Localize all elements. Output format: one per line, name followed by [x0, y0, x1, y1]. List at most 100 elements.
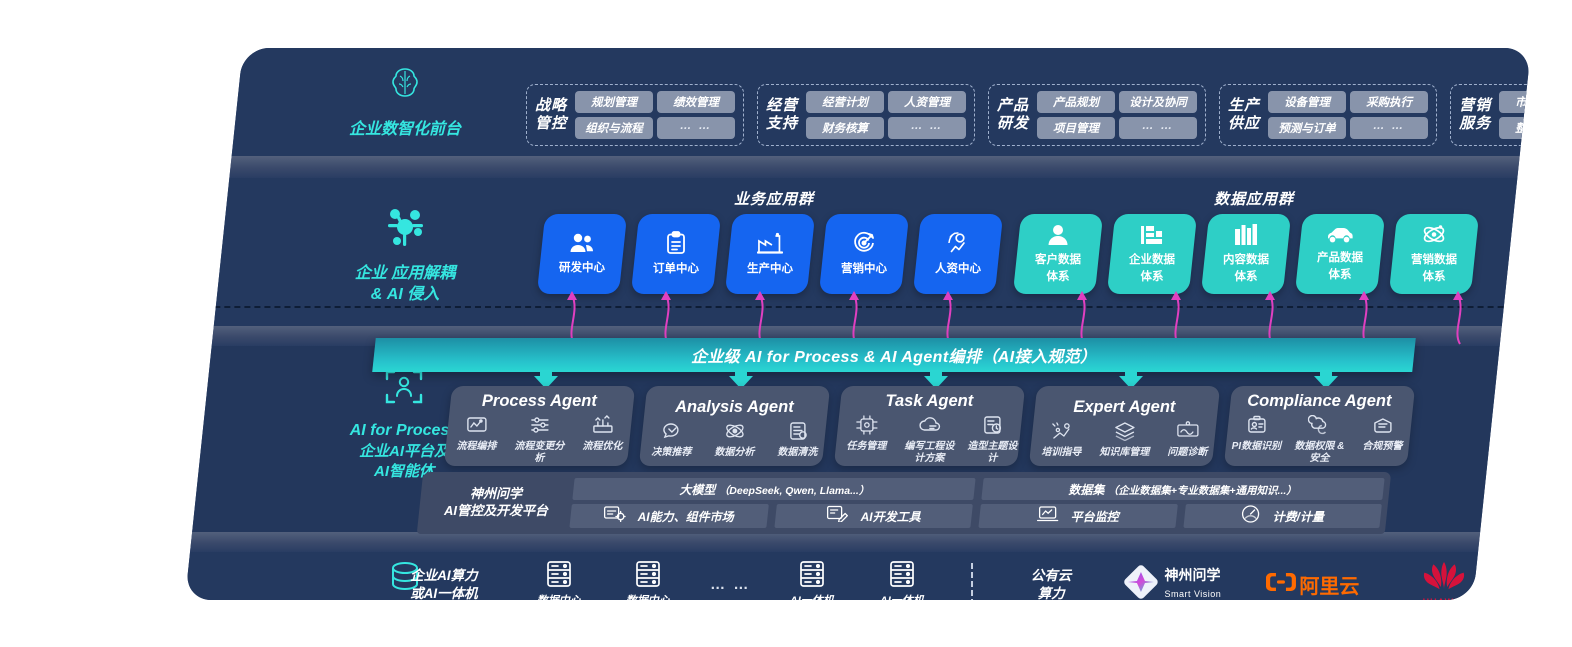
infra-label-line2: 算力	[1037, 585, 1065, 600]
agent-feature[interactable]: 合规预警	[1354, 415, 1411, 464]
app-card-marketing-center[interactable]: 营销中心	[818, 214, 910, 294]
agent-feature[interactable]: 决策推荐	[643, 421, 700, 459]
rail-label-compute: AI基础算力	[310, 560, 500, 600]
agent-feature-label: 决策推荐	[651, 446, 692, 458]
platform-models-subtitle: （DeepSeek, Qwen, Llama...）	[718, 484, 869, 497]
agent-feature[interactable]: 造型主题设计	[964, 415, 1021, 464]
agent-card-compliance[interactable]: Compliance Agent PI数据识别 数据权限 & 安全 合规预警	[1223, 386, 1416, 466]
server-icon	[546, 560, 572, 593]
infra-node-ai-appliance-1[interactable]: AI一体机	[767, 560, 857, 600]
platform-cell-monitoring[interactable]: 平台监控	[978, 504, 1178, 528]
infra-node-datacenter-2[interactable]: 数据中心	[603, 560, 693, 600]
domain-tag[interactable]: 设备管理	[1268, 91, 1347, 113]
domain-tag[interactable]: 经营计划	[806, 91, 885, 113]
domain-tag[interactable]: 绩效管理	[657, 91, 736, 113]
domain-group-product-rd[interactable]: 产品 研发 产品规划 设计及协同 项目管理 … …	[988, 84, 1207, 146]
domain-group-operations[interactable]: 经营 支持 经营计划 人资管理 财务核算 … …	[757, 84, 976, 146]
domain-title-line2: 服务	[1459, 115, 1492, 132]
domain-tag[interactable]: 设计及协同	[1119, 91, 1198, 113]
agent-title: Analysis Agent	[675, 397, 794, 416]
ai-orchestration-banner: 企业级 AI for Process & AI Agent编排（AI接入规范）	[372, 338, 1416, 372]
monitor-icon	[1037, 505, 1059, 527]
domain-tag[interactable]: 组织与流程	[575, 117, 654, 139]
domain-tag-more[interactable]: … …	[657, 117, 736, 139]
logo-huawei[interactable]: HUAWEI	[1383, 561, 1504, 600]
domain-tag[interactable]: 预测与订单	[1268, 117, 1347, 139]
agent-feature[interactable]: 数据权限 & 安全	[1291, 414, 1348, 464]
rail-label-decouple: 企业 应用解耦 & AI 侵入	[310, 206, 500, 306]
data-card-label-line2: 体系	[1422, 271, 1446, 283]
platform-label-line2: AI管控及开发平台	[443, 503, 548, 518]
layers-icon	[1113, 422, 1135, 445]
platform-cell-dev-tools[interactable]: AI开发工具	[773, 504, 973, 528]
agent-feature[interactable]: 流程变更分析	[511, 415, 568, 464]
infra-node-datacenter-1[interactable]: 数据中心	[514, 560, 604, 600]
domain-group-marketing-service[interactable]: 营销 服务 市场营销 客户关系 整车物流 … …	[1450, 84, 1532, 146]
agent-card-process[interactable]: Process Agent 流程编排 流程变更分析 流程优化	[443, 386, 636, 466]
agent-feature-label: 合规预警	[1362, 441, 1403, 452]
agent-feature[interactable]: 编写工程设计方案	[901, 415, 958, 464]
data-card-product[interactable]: 产品数据 体系	[1294, 214, 1386, 294]
domain-group-production-supply[interactable]: 生产 供应 设备管理 采购执行 预测与订单 … …	[1219, 84, 1438, 146]
agent-feature[interactable]: 任务管理	[838, 415, 895, 464]
building-icon	[1140, 223, 1164, 251]
agent-card-row: Process Agent 流程编排 流程变更分析 流程优化	[443, 386, 1416, 466]
infra-node-label: AI一体机	[880, 595, 924, 600]
agent-card-task[interactable]: Task Agent 任务管理 编写工程设计方案 造型主题设计	[833, 386, 1026, 466]
domain-tag[interactable]: 产品规划	[1037, 91, 1116, 113]
domain-tag[interactable]: 项目管理	[1037, 117, 1116, 139]
agent-feature-label: 流程优化	[582, 441, 623, 452]
agent-card-analysis[interactable]: Analysis Agent 决策推荐 数据分析 数据清洗	[638, 386, 831, 466]
layer-separator-1	[184, 156, 1532, 178]
platform-cell-label: 平台监控	[1070, 509, 1119, 524]
app-card-production-center[interactable]: 生产中心	[724, 214, 816, 294]
data-card-label-line2: 体系	[1234, 271, 1258, 283]
agent-feature[interactable]: 问题诊断	[1159, 420, 1216, 459]
domain-tag-more[interactable]: … …	[888, 117, 967, 139]
platform-datasets-header[interactable]: 数据集 （企业数据集+专业数据集+通用知识...）	[981, 478, 1385, 500]
domain-group-strategy[interactable]: 战略 管控 规划管理 绩效管理 组织与流程 … …	[526, 84, 745, 146]
domain-tag[interactable]: 规划管理	[575, 91, 654, 113]
domain-tag[interactable]: 财务核算	[806, 117, 885, 139]
domain-tag-more[interactable]: … …	[1119, 117, 1198, 139]
platform-label: 神州问学 AI管控及开发平台	[420, 486, 572, 520]
agent-feature[interactable]: 数据分析	[706, 421, 763, 459]
app-card-label: 研发中心	[559, 262, 606, 275]
user-icon	[1047, 223, 1069, 251]
platform-models-title: 大模型	[679, 482, 716, 497]
agent-title: Task Agent	[885, 392, 974, 410]
logo-smart-vision[interactable]: 神州问学 Smart Vision	[1103, 564, 1243, 601]
domain-tag[interactable]: 采购执行	[1350, 91, 1429, 113]
domain-title: 战略 管控	[535, 97, 567, 132]
agent-feature[interactable]: 流程优化	[574, 415, 631, 464]
data-card-enterprise[interactable]: 企业数据 体系	[1106, 214, 1198, 294]
data-card-customer[interactable]: 客户数据 体系	[1012, 214, 1104, 294]
infra-node-ai-appliance-2[interactable]: AI一体机	[857, 560, 947, 600]
agent-feature[interactable]: 培训指导	[1033, 421, 1090, 459]
app-card-order-center[interactable]: 订单中心	[630, 214, 722, 294]
data-card-marketing[interactable]: 营销数据 体系	[1388, 214, 1480, 294]
domain-title: 生产 供应	[1228, 97, 1260, 132]
agent-card-expert[interactable]: Expert Agent 培训指导 知识库管理 问题诊断	[1028, 386, 1221, 466]
rail-label-decouple-line1: 企业 应用解耦	[354, 264, 456, 282]
agent-feature[interactable]: 知识库管理	[1096, 421, 1153, 459]
car-icon	[1326, 225, 1354, 249]
domain-tag[interactable]: 整车物流	[1499, 117, 1532, 139]
domain-tag[interactable]: 市场营销	[1499, 91, 1532, 113]
platform-cell-component-market[interactable]: AI能力、组件市场	[569, 504, 769, 528]
domain-tag-more[interactable]: … …	[1350, 117, 1429, 139]
agent-feature-label: 流程变更分析	[514, 441, 565, 464]
logo-aliyun[interactable]: 阿里云	[1243, 570, 1383, 599]
platform-models-header[interactable]: 大模型 （DeepSeek, Qwen, Llama...）	[572, 478, 976, 500]
agent-feature[interactable]: 数据清洗	[769, 421, 826, 459]
rail-label-front-text: 企业数智化前台	[348, 121, 461, 138]
platform-cell-billing[interactable]: 计费/计量	[1182, 504, 1382, 528]
domain-tag[interactable]: 人资管理	[888, 91, 967, 113]
agent-feature[interactable]: PI数据识别	[1228, 415, 1285, 464]
agent-feature[interactable]: 流程编排	[448, 415, 505, 464]
infra-divider	[946, 563, 998, 600]
agent-link-arrows	[534, 370, 1338, 389]
app-card-rd-center[interactable]: 研发中心	[536, 214, 628, 294]
data-card-content[interactable]: 内容数据 体系	[1200, 214, 1292, 294]
app-card-hr-center[interactable]: 人资中心	[912, 214, 1004, 294]
